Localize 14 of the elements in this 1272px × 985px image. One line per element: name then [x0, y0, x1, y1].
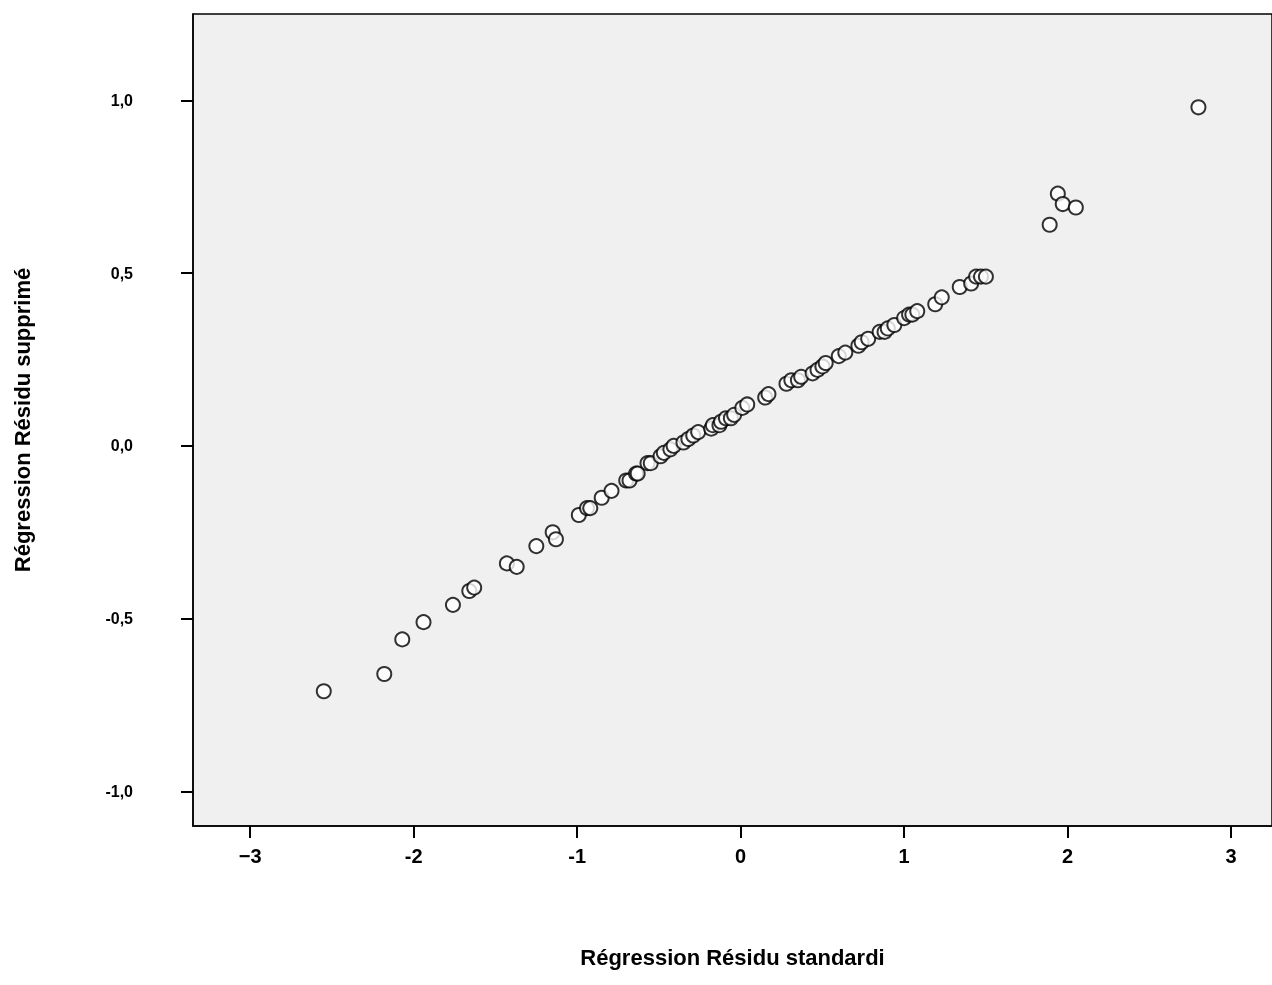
x-tick-label: 2: [1062, 845, 1074, 867]
y-tick-label: 1,0: [110, 91, 134, 109]
x-tick-label: 3: [1225, 845, 1237, 867]
y-tick-label: -1,0: [105, 782, 134, 800]
x-tick-label: -2: [404, 845, 423, 867]
y-tick-label: 0,0: [110, 437, 134, 455]
x-axis-title: Régression Résidu standardi: [580, 944, 885, 970]
y-tick-label: -0,5: [105, 610, 134, 628]
y-tick-label: 0,5: [110, 264, 134, 282]
x-tick-label: -1: [568, 845, 587, 867]
x-tick-label: 1: [898, 845, 910, 867]
x-tick-label: −3: [238, 845, 262, 867]
x-tick-label: 0: [735, 845, 747, 867]
y-axis-title: Régression Résidu supprimé: [9, 267, 35, 573]
